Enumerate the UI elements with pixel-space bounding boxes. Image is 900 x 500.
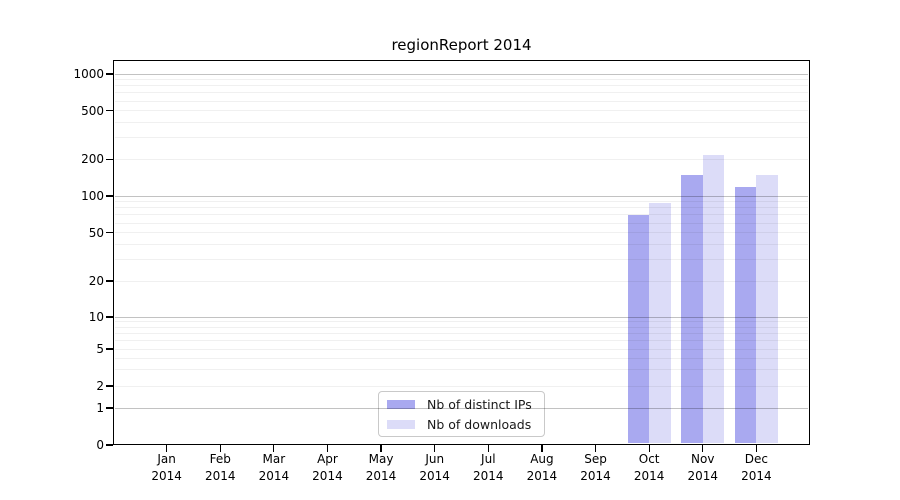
chart-title: regionReport 2014 xyxy=(391,36,532,54)
gridline-minor-30 xyxy=(115,259,808,261)
y-tick-label-2: 2 xyxy=(96,379,104,393)
y-tick-label-50: 50 xyxy=(88,225,104,240)
gridline-minor-400 xyxy=(115,122,808,124)
x-tick-mark-sep-2014 xyxy=(594,445,597,452)
gridline-minor-2 xyxy=(115,385,808,387)
y-tick-label-200: 200 xyxy=(81,152,104,167)
bar-nb-of-downloads-nov-2014 xyxy=(702,154,725,444)
gridline-minor-300 xyxy=(115,137,808,139)
y-tick-mark-5 xyxy=(106,348,113,350)
x-tick-label-feb-2014: Feb 2014 xyxy=(204,452,236,483)
gridline-minor-70 xyxy=(115,214,808,216)
x-tick-label-may-2014: May 2014 xyxy=(365,452,397,483)
x-tick-label-jul-2014: Jul 2014 xyxy=(473,452,504,483)
gridline-minor-40 xyxy=(115,243,808,245)
legend-item-distinct-ips: Nb of distinct IPs xyxy=(387,396,544,413)
gridline-minor-700 xyxy=(115,92,808,94)
gridline-minor-5 xyxy=(115,348,808,350)
gridline-minor-7 xyxy=(115,332,808,334)
gridline-minor-200 xyxy=(115,158,808,160)
gridline-major-100 xyxy=(115,195,808,197)
gridline-minor-50 xyxy=(115,232,808,234)
x-tick-mark-jul-2014 xyxy=(487,445,489,452)
legend-swatch-downloads-icon xyxy=(387,419,415,429)
gridline-minor-600 xyxy=(115,100,808,102)
gridline-minor-6 xyxy=(115,340,808,342)
legend-label-downloads: Nb of downloads xyxy=(427,416,532,432)
gridline-minor-20 xyxy=(115,280,808,282)
gridline-minor-500 xyxy=(115,110,808,112)
legend-item-downloads: Nb of downloads xyxy=(387,416,544,433)
x-tick-mark-may-2014 xyxy=(380,445,382,452)
y-tick-mark-200 xyxy=(106,158,113,160)
x-tick-label-aug-2014: Aug 2014 xyxy=(526,452,558,483)
x-tick-label-jan-2014: Jan 2014 xyxy=(151,452,182,483)
x-tick-mark-dec-2014 xyxy=(755,445,757,452)
gridline-minor-9 xyxy=(115,321,808,323)
bar-nb-of-downloads-dec-2014 xyxy=(756,175,778,444)
y-tick-label-100: 100 xyxy=(81,189,104,203)
gridline-major-1 xyxy=(115,407,808,409)
gridline-major-10 xyxy=(115,316,808,318)
y-tick-mark-2 xyxy=(106,385,113,387)
gridline-minor-90 xyxy=(115,201,808,203)
x-tick-mark-mar-2014 xyxy=(273,445,275,452)
x-tick-label-oct-2014: Oct 2014 xyxy=(633,452,665,483)
x-tick-label-apr-2014: Apr 2014 xyxy=(312,452,343,483)
x-tick-mark-feb-2014 xyxy=(219,445,221,452)
y-tick-label-1: 1 xyxy=(96,401,104,415)
bar-nb-of-distinct-ips-dec-2014 xyxy=(734,187,757,444)
gridline-minor-60 xyxy=(115,222,808,224)
x-tick-mark-jan-2014 xyxy=(166,445,168,452)
x-tick-mark-nov-2014 xyxy=(702,445,704,452)
x-tick-label-nov-2014: Nov 2014 xyxy=(687,452,719,483)
bar-nb-of-distinct-ips-nov-2014 xyxy=(681,174,703,444)
y-tick-mark-20 xyxy=(106,280,113,282)
gridline-minor-3 xyxy=(115,369,808,371)
y-tick-label-10: 10 xyxy=(88,310,104,324)
y-tick-mark-500 xyxy=(106,110,113,112)
gridline-minor-8 xyxy=(115,326,808,328)
y-tick-mark-0 xyxy=(106,444,113,446)
y-tick-mark-1000 xyxy=(106,73,113,75)
x-tick-mark-jun-2014 xyxy=(434,445,436,452)
y-tick-mark-50 xyxy=(106,232,113,234)
gridline-minor-800 xyxy=(115,85,808,87)
legend: Nb of distinct IPs Nb of downloads xyxy=(378,391,545,437)
gridline-minor-4 xyxy=(115,357,808,359)
legend-label-distinct-ips: Nb of distinct IPs xyxy=(427,396,532,412)
x-tick-mark-apr-2014 xyxy=(326,445,329,452)
x-tick-mark-oct-2014 xyxy=(648,445,650,452)
y-tick-mark-10 xyxy=(106,316,113,318)
bar-nb-of-downloads-oct-2014 xyxy=(649,202,671,444)
gridline-major-1000 xyxy=(115,73,808,75)
x-tick-label-mar-2014: Mar 2014 xyxy=(258,452,290,483)
x-tick-label-dec-2014: Dec 2014 xyxy=(741,452,772,483)
bar-nb-of-distinct-ips-oct-2014 xyxy=(627,214,650,444)
x-tick-mark-aug-2014 xyxy=(541,445,543,452)
y-tick-label-500: 500 xyxy=(81,103,104,118)
x-tick-label-jun-2014: Jun 2014 xyxy=(419,452,450,483)
gridline-minor-900 xyxy=(115,79,808,81)
y-tick-label-5: 5 xyxy=(96,342,104,356)
y-tick-label-0: 0 xyxy=(96,438,104,452)
gridline-minor-80 xyxy=(115,207,808,209)
y-tick-label-1000: 1000 xyxy=(73,67,104,81)
y-tick-mark-100 xyxy=(106,195,113,197)
legend-swatch-distinct-ips-icon xyxy=(387,399,415,409)
y-tick-label-20: 20 xyxy=(88,274,104,288)
x-tick-label-sep-2014: Sep 2014 xyxy=(580,452,611,483)
y-tick-mark-1 xyxy=(106,407,113,409)
